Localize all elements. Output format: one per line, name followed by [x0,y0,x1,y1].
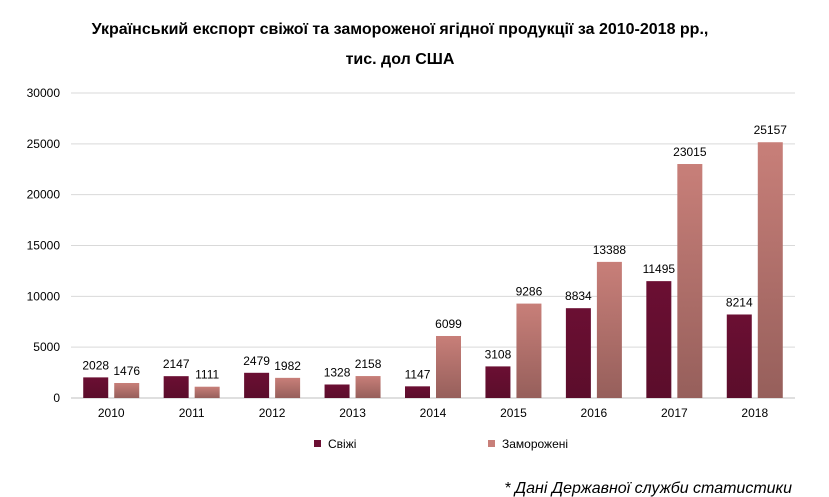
bar-frozen-2013 [355,376,381,398]
y-axis-ticks: 0 5000 10000 15000 20000 25000 30000 [27,86,61,405]
x-tick-label: 2014 [420,406,447,420]
x-tick-label: 2016 [581,406,608,420]
bar-frozen-2018 [757,142,783,398]
x-axis-ticks: 2010 2011 2012 2013 2014 2015 2016 2017 2018 [98,406,769,420]
data-label: 8214 [726,295,753,309]
bar-frozen-2010 [114,382,140,398]
data-label: 1111 [195,368,219,382]
gridlines [71,92,795,399]
y-tick-label: 20000 [27,188,61,202]
data-label: 11495 [643,262,676,276]
y-tick-label: 5000 [33,340,60,354]
bar-fresh-2015 [485,366,511,398]
legend-swatch [314,440,321,447]
chart-title-line1: Український експорт свіжої та заморожено… [92,21,709,38]
data-label: 1147 [405,367,431,381]
bar-fresh-2014 [405,386,430,398]
data-label: 6099 [435,317,462,331]
source-note: * Дані Державної служби статистики [504,480,792,497]
legend-label: Свіжі [328,437,356,451]
x-tick-label: 2011 [179,406,205,420]
data-label: 2158 [355,357,382,371]
bar-frozen-2015 [516,303,542,398]
legend-label: Заморожені [502,437,568,451]
legend: Свіжі Заморожені [314,437,568,451]
data-label: 2147 [163,357,190,371]
y-tick-label: 15000 [27,239,61,253]
data-label: 1982 [274,359,301,373]
bar-fresh-2013 [324,384,350,398]
y-tick-label: 25000 [27,137,61,151]
x-tick-label: 2017 [661,406,688,420]
data-label: 3108 [485,347,512,361]
data-label: 25157 [754,123,788,137]
x-tick-label: 2013 [339,406,366,420]
y-tick-label: 0 [53,391,60,405]
x-tick-label: 2018 [741,406,768,420]
x-tick-label: 2015 [500,406,527,420]
x-tick-label: 2012 [259,406,286,420]
data-label: 23015 [673,145,707,159]
data-label: 2479 [243,354,270,368]
chart-title-line2: тис. дол США [346,51,455,68]
bar-fresh-2010 [83,377,109,398]
bar-fresh-2011 [163,376,189,398]
bar-fresh-2016 [565,308,591,398]
bar-fresh-2018 [726,314,752,398]
y-tick-label: 30000 [27,86,61,100]
data-label: 13388 [593,243,627,257]
bars: 2028 1476 2147 1111 2479 1982 1328 2158 1147 6099… [82,123,787,398]
data-label: 1328 [324,365,351,379]
bar-frozen-2016 [596,261,622,398]
data-label: 8834 [565,289,592,303]
bar-frozen-2011 [194,386,220,398]
data-label: 1476 [113,364,140,378]
x-tick-label: 2010 [98,406,125,420]
bar-frozen-2014 [436,335,461,398]
bar-fresh-2017 [646,281,672,398]
data-label: 2028 [82,358,109,372]
y-tick-label: 10000 [27,289,61,303]
bar-fresh-2012 [244,372,270,398]
bar-frozen-2012 [275,377,301,398]
bar-frozen-2017 [677,164,703,398]
data-label: 9286 [516,285,543,299]
legend-swatch [488,440,495,447]
